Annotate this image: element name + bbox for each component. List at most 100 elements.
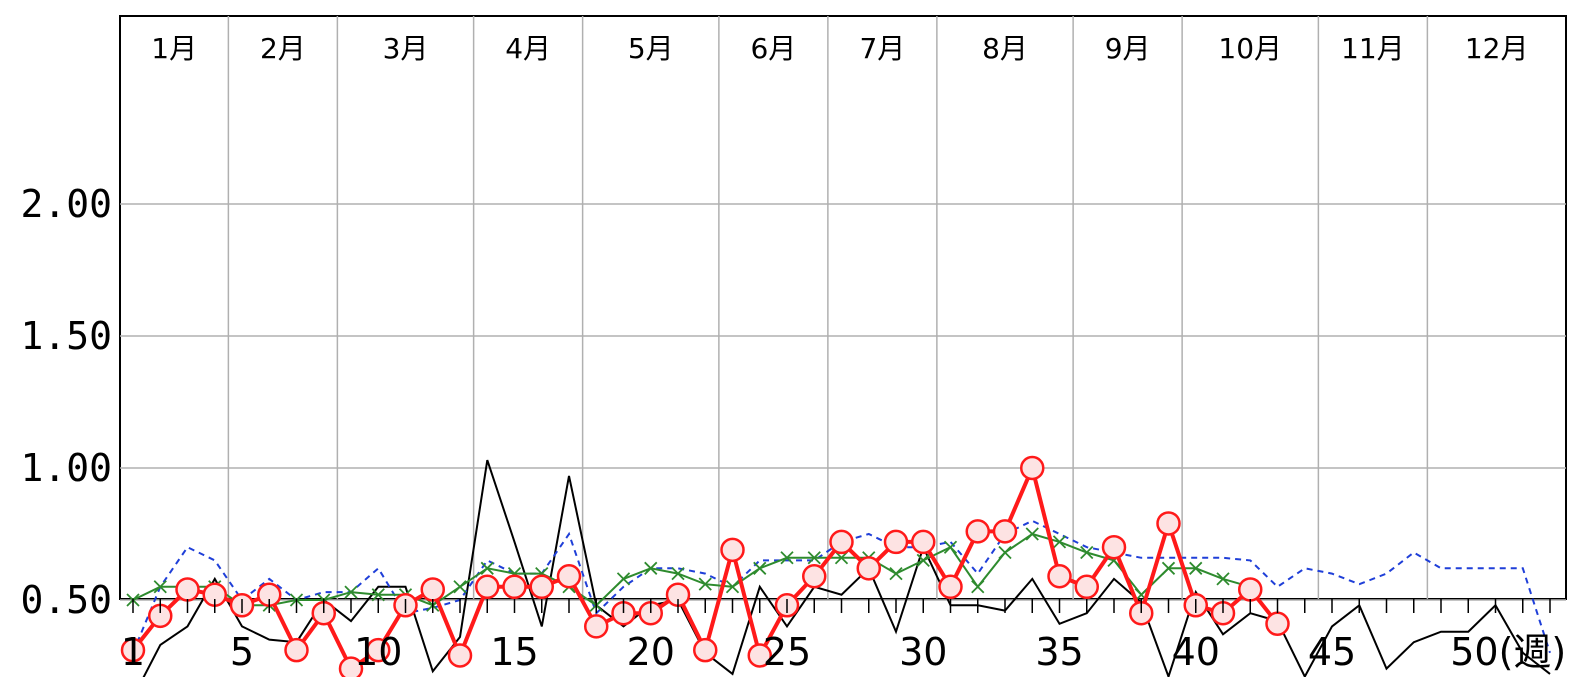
circle-marker [475,574,500,600]
x-marker [807,551,821,565]
x-marker [644,561,658,575]
month-label: 1月 [151,32,197,65]
plot-area [119,15,1567,600]
x-marker-stroke [1025,527,1039,541]
y-tick-label: 0.50 [20,578,112,622]
circle-marker [120,637,146,663]
x-marker-stroke [1216,572,1230,586]
x-marker [671,566,685,581]
x-marker-stroke [889,566,903,581]
circle-marker [829,529,854,555]
grid [120,16,1566,601]
x-marker [1216,572,1230,586]
x-marker [834,551,849,565]
x-marker-stroke [943,540,958,554]
circle-marker [175,577,200,602]
x-tick-label: 50(週) [1450,630,1566,674]
x-marker [971,580,985,594]
x-marker-stroke [971,580,985,594]
x-marker [1189,561,1203,575]
x-marker-stroke [1080,545,1094,560]
circle-marker [584,614,609,639]
x-tick-label: 5 [230,630,254,674]
x-marker [916,553,930,568]
circle-marker [366,637,391,663]
month-label: 6月 [750,32,796,65]
circle-marker [883,529,909,555]
circle-marker [965,519,990,544]
x-marker [344,585,358,599]
x-marker-stroke [1189,561,1203,575]
month-label: 7月 [859,32,905,65]
x-marker-stroke [807,551,821,565]
series-line-3 [132,532,1251,607]
circle-marker [1265,611,1290,637]
y-axis: 0.50 1.00 1.50 2.00 [20,182,112,622]
x-marker [889,566,903,581]
month-label: 9月 [1105,32,1151,65]
x-marker-stroke [725,580,740,594]
x-marker-stroke [153,580,167,594]
x-tick-label: 30 [899,630,947,674]
x-marker-stroke [371,588,385,602]
x-marker-stroke [1161,561,1176,575]
x-marker [780,551,794,565]
month-label: 8月 [982,32,1028,65]
circle-marker [1156,511,1181,536]
circle-marker [1074,574,1099,600]
month-label: 11月 [1341,32,1405,65]
x-tick-label: 45 [1308,630,1356,674]
x-marker [616,572,631,586]
circle-marker [992,519,1018,544]
circle-marker [502,574,527,600]
x-marker [1161,561,1176,575]
x-marker [943,540,958,554]
circle-marker [284,637,309,663]
x-tick-label: 25 [763,630,811,674]
month-label: 4月 [505,32,551,65]
x-marker-stroke [1052,535,1067,549]
x-tick-label: 40 [1172,630,1220,674]
x-marker-stroke [998,545,1012,560]
x-marker [1052,535,1067,549]
month-label: 3月 [383,32,429,65]
month-label: 10月 [1218,32,1282,65]
circle-marker [447,643,473,668]
month-labels: 1月 2月 3月 4月 5月 6月 7月 8月 9月 10月 11月 12月 [151,32,1528,65]
series-line-1 [142,459,1551,677]
x-marker [698,577,712,591]
month-label: 12月 [1465,32,1529,65]
x-tick-label: 1 [121,630,145,674]
x-marker-stroke [780,551,794,565]
circle-marker [720,537,745,563]
x-tick-label: 20 [627,630,675,674]
month-label: 2月 [260,32,306,65]
circle-marker [856,556,881,581]
x-tick-label: 10 [354,630,402,674]
y-tick-label: 1.50 [20,314,112,358]
circle-marker [556,563,582,589]
x-marker-stroke [616,572,631,586]
series-line-2 [132,519,1551,654]
x-marker [998,545,1012,560]
x-marker-stroke [753,561,767,575]
circle-marker [338,656,364,677]
x-marker [1080,545,1094,560]
x-marker-stroke [480,561,494,575]
x-marker [153,580,167,594]
circle-marker [747,643,772,668]
x-marker [725,580,740,594]
circle-marker [938,574,963,600]
x-marker-stroke [698,577,712,591]
x-marker [371,588,385,602]
x-marker [1025,527,1039,541]
x-tick-label: 35 [1035,630,1083,674]
x-marker [480,561,494,575]
x-marker [453,580,467,594]
x-tick-label: 15 [490,630,538,674]
x-marker-stroke [453,580,467,594]
circle-marker [693,637,718,663]
series-layer [120,455,1551,677]
circle-marker [1047,563,1072,589]
